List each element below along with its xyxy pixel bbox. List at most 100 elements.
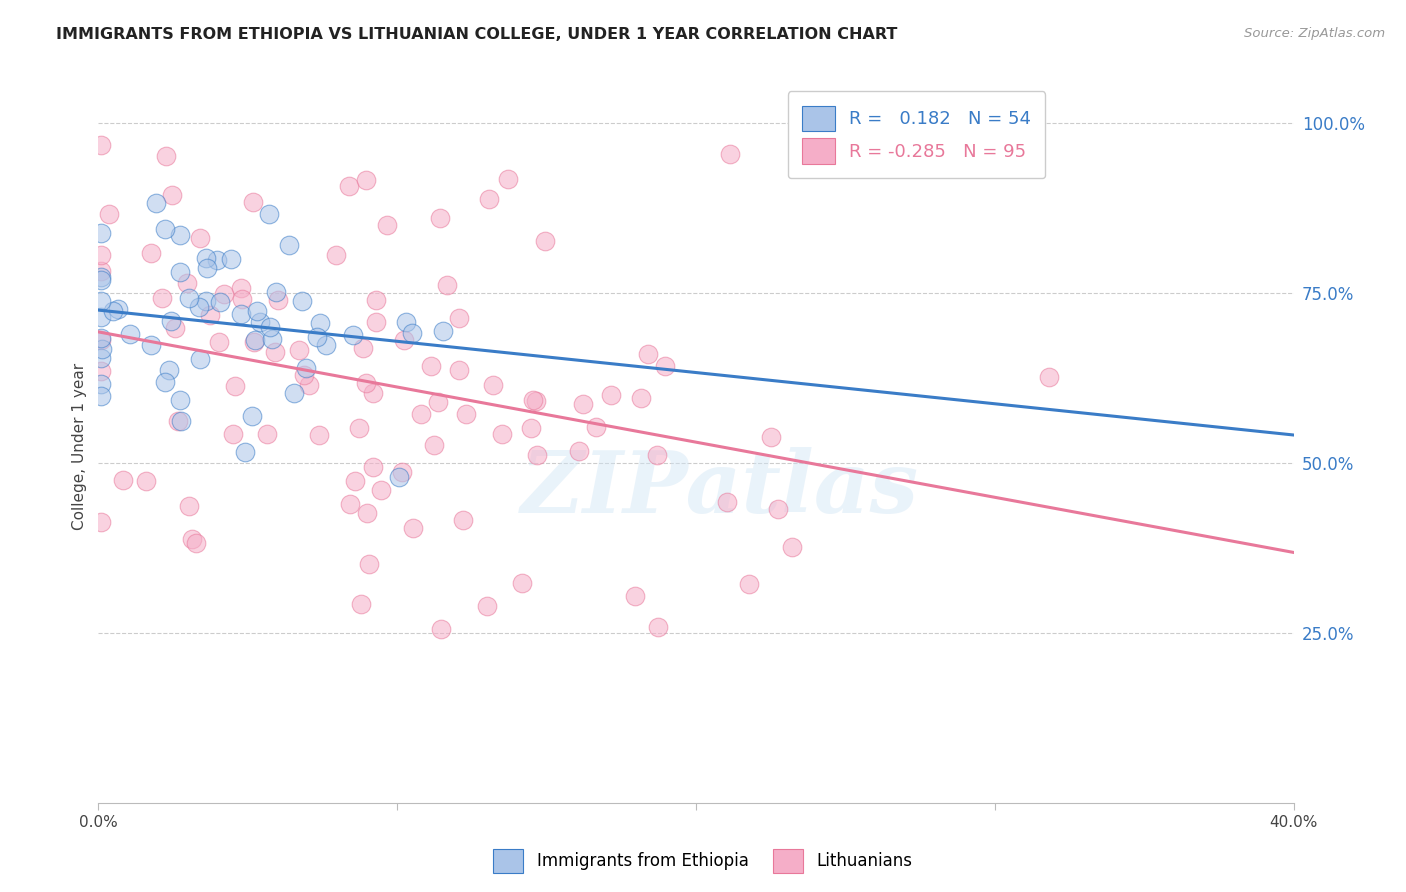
Point <box>187 300 209 314</box>
Legend: Immigrants from Ethiopia, Lithuanians: Immigrants from Ethiopia, Lithuanians <box>486 842 920 880</box>
Point <box>392 333 415 347</box>
Point <box>395 315 418 329</box>
Point <box>585 420 607 434</box>
Point <box>208 294 231 309</box>
Point <box>221 426 243 441</box>
Point <box>637 347 659 361</box>
Point <box>186 536 208 550</box>
Point <box>298 378 321 392</box>
Point <box>401 326 423 340</box>
Point <box>647 620 669 634</box>
Point <box>477 192 499 206</box>
Point <box>145 195 167 210</box>
Point <box>363 459 385 474</box>
Point <box>260 332 283 346</box>
Point <box>229 280 252 294</box>
Point <box>283 386 305 401</box>
Point <box>1038 370 1060 384</box>
Point <box>221 252 243 267</box>
Point <box>423 438 446 452</box>
Point <box>356 173 378 187</box>
Point <box>112 473 135 487</box>
Point <box>451 513 474 527</box>
Point <box>526 448 548 462</box>
Point <box>325 248 347 262</box>
Point <box>90 263 112 277</box>
Point <box>229 307 252 321</box>
Point <box>90 376 112 391</box>
Point <box>169 392 191 407</box>
Point <box>737 577 759 591</box>
Point <box>624 589 647 603</box>
Point <box>160 314 183 328</box>
Point <box>195 251 218 265</box>
Text: Source: ZipAtlas.com: Source: ZipAtlas.com <box>1244 27 1385 40</box>
Point <box>256 426 278 441</box>
Point <box>160 188 183 202</box>
Point <box>356 376 378 390</box>
Point <box>205 252 228 267</box>
Point <box>295 361 318 376</box>
Point <box>352 341 374 355</box>
Point <box>188 351 211 366</box>
Point <box>176 276 198 290</box>
Point <box>600 388 623 402</box>
Point <box>188 231 211 245</box>
Point <box>90 273 112 287</box>
Point <box>139 245 162 260</box>
Point <box>427 395 450 409</box>
Point <box>370 483 392 498</box>
Point <box>169 413 191 427</box>
Point <box>98 207 121 221</box>
Point <box>482 378 505 392</box>
Point <box>402 521 425 535</box>
Point <box>208 334 231 349</box>
Point <box>231 293 253 307</box>
Point <box>475 599 498 614</box>
Legend: R =   0.182   N = 54, R = -0.285   N = 95: R = 0.182 N = 54, R = -0.285 N = 95 <box>787 91 1046 178</box>
Point <box>292 368 315 382</box>
Point <box>645 448 668 462</box>
Point <box>391 465 413 479</box>
Point <box>181 533 204 547</box>
Point <box>90 351 112 365</box>
Point <box>235 444 257 458</box>
Point <box>101 304 124 318</box>
Point <box>249 315 271 329</box>
Point <box>315 338 337 352</box>
Point <box>350 597 373 611</box>
Point <box>153 222 176 236</box>
Point <box>520 421 543 435</box>
Point <box>224 378 246 392</box>
Point <box>766 501 789 516</box>
Point <box>257 206 280 220</box>
Point <box>357 557 380 571</box>
Point <box>90 333 112 347</box>
Point <box>267 293 290 307</box>
Point <box>90 294 112 309</box>
Point <box>259 320 281 334</box>
Point <box>343 474 366 488</box>
Point <box>90 269 112 284</box>
Point <box>522 392 544 407</box>
Point <box>654 359 676 374</box>
Point <box>179 291 201 305</box>
Point <box>534 234 557 248</box>
Point <box>447 363 470 377</box>
Point <box>90 515 112 529</box>
Point <box>339 497 361 511</box>
Point <box>153 375 176 389</box>
Point <box>496 172 519 186</box>
Point <box>524 393 547 408</box>
Point <box>308 428 330 442</box>
Point <box>155 149 177 163</box>
Point <box>429 211 451 225</box>
Point <box>361 386 384 401</box>
Point <box>195 261 218 276</box>
Point <box>90 310 112 325</box>
Point <box>718 147 741 161</box>
Point <box>139 338 162 352</box>
Point <box>309 316 332 330</box>
Point <box>342 328 364 343</box>
Point <box>264 285 287 299</box>
